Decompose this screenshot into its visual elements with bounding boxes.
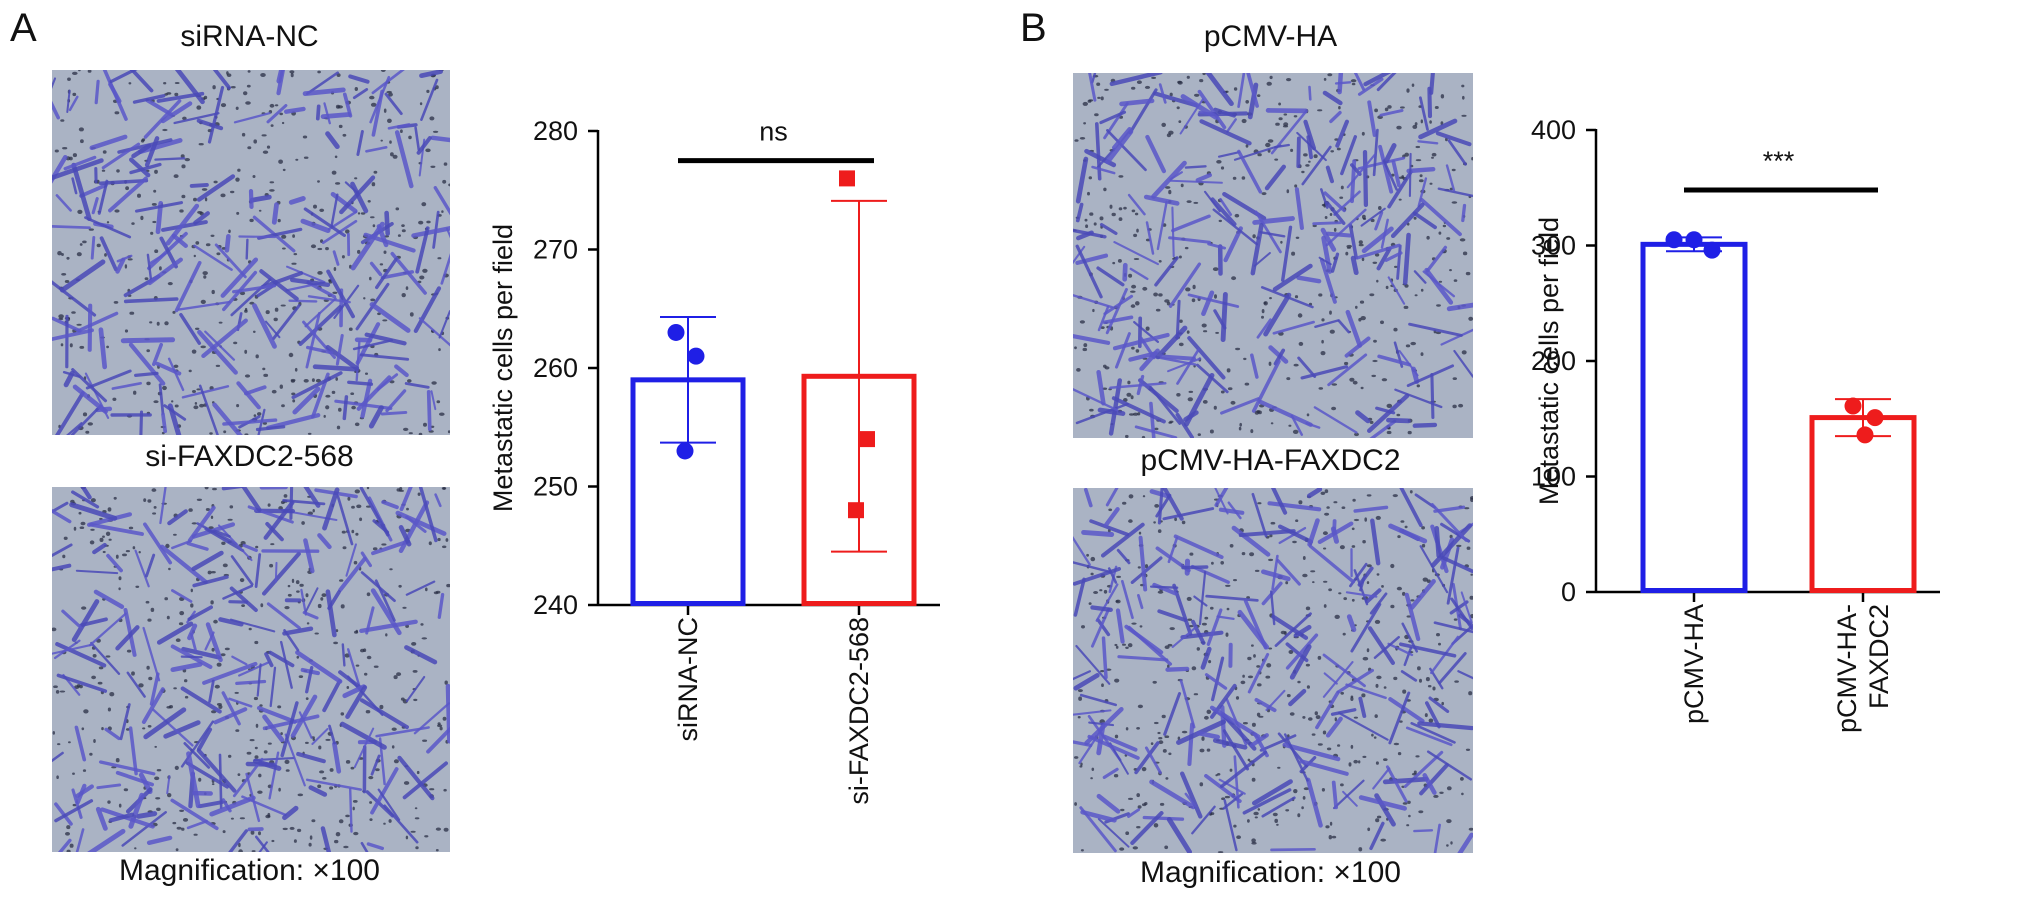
micrograph-sirna-nc (52, 70, 450, 435)
y-tick-label: 0 (1561, 577, 1576, 607)
y-tick-label: 240 (533, 590, 578, 620)
micrograph-pcmv-ha-faxdc2 (1073, 488, 1473, 853)
data-point (1685, 231, 1703, 249)
y-axis-title: Metastatic cells per field (488, 224, 518, 512)
bar-si-faxdc2-568 (801, 373, 917, 607)
significance-label: *** (1763, 146, 1795, 176)
micrograph-pcmv-ha (1073, 73, 1473, 438)
panel-b-letter: B (1020, 6, 1047, 50)
x-category-label: pCMV-HA (1679, 604, 1709, 724)
data-point (676, 442, 694, 460)
y-tick-label: 280 (533, 116, 578, 146)
data-point (848, 502, 864, 519)
y-tick-label: 270 (533, 235, 578, 265)
panel-a-letter: A (10, 6, 37, 50)
y-tick-label: 250 (533, 472, 578, 502)
panel-a-bottom-image-title: si-FAXDC2-568 (145, 440, 354, 473)
panel-a-magnification: Magnification: ×100 (118, 854, 380, 887)
data-point (859, 431, 875, 448)
data-point (687, 347, 705, 365)
y-tick-label: 100 (1531, 462, 1576, 492)
x-category-label: pCMV-HA-FAXDC2 (1832, 604, 1894, 733)
panel-b-bottom-image-title: pCMV-HA-FAXDC2 (1140, 444, 1401, 477)
panel-b-magnification: Magnification: ×100 (1139, 856, 1401, 889)
x-category-label: siRNA-NC (673, 617, 703, 742)
data-point (1866, 409, 1884, 427)
data-point (1665, 231, 1683, 249)
bar-pcmv-ha (1640, 241, 1748, 593)
data-point (1703, 241, 1721, 259)
panel-a-top-image-title: siRNA-NC (180, 20, 319, 53)
data-point (667, 323, 685, 341)
data-point (1856, 426, 1874, 444)
y-tick-label: 260 (533, 353, 578, 383)
chart-a: 240 250 260 270 280 Metastatic cells per fiel… (488, 116, 940, 805)
y-tick-label: 400 (1531, 115, 1576, 145)
x-category-label: si-FAXDC2-568 (844, 617, 874, 805)
data-point (839, 170, 855, 187)
y-axis-title: Metastatic cells per field (1534, 217, 1564, 505)
y-tick-label: 200 (1531, 346, 1576, 376)
bar-pcmv-ha-faxdc2 (1809, 415, 1917, 593)
panel-b-top-image-title: pCMV-HA (1203, 20, 1338, 53)
y-tick-label: 300 (1531, 231, 1576, 261)
significance-label: ns (759, 117, 788, 147)
data-point (1844, 397, 1862, 415)
micrograph-si-faxdc2-568 (52, 487, 450, 852)
chart-b: 0 100 200 300 400 Metastatic cells per field p… (1531, 115, 1940, 733)
